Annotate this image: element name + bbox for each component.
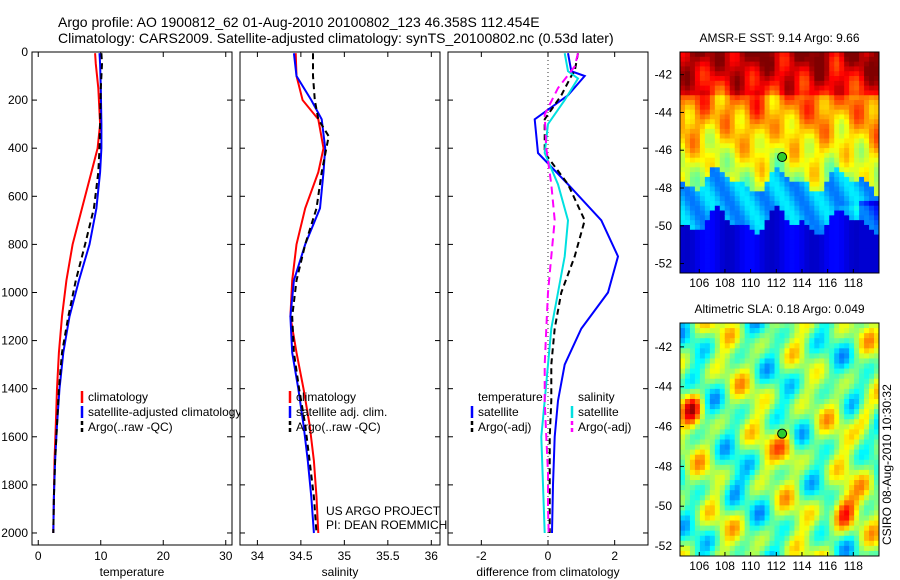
x-tick-label: 34 [251,549,265,563]
figure-title-line1: Argo profile: AO 1900812_62 01-Aug-2010 … [58,14,540,30]
series-line-1 [289,53,327,534]
series-line-2 [52,53,104,534]
x-axis-label: salinity [322,565,359,579]
x-tick-label: 35.5 [376,549,400,563]
map-panel-1: AMSR-E SST: 9.14 Argo: 9.66 106 108 110 112 1… [655,31,880,290]
profile-panel-2: -2 0 2 difference from climatology temperatu… [447,51,649,579]
project-annotation: PI: DEAN ROEMMICH [326,518,447,532]
legend-label: satellite [578,405,619,419]
lat-tick-label: -50 [655,219,673,233]
x-tick-label: 20 [157,549,171,563]
lat-tick-label: -52 [655,257,673,271]
series-line-2 [291,53,330,534]
lon-tick-label: 108 [715,559,735,573]
lat-tick-label: -44 [655,380,673,394]
series-line-2 [540,53,580,534]
lon-tick-label: 106 [689,559,709,573]
plot-frame [31,51,233,546]
x-axis-label: temperature [100,565,165,579]
map-layer: AMSR-E SST: 9.14 Argo: 9.66 106 108 110 112 1… [655,31,880,573]
lon-tick-label: 108 [715,276,735,290]
plot-frame [239,51,441,546]
map-raster [680,52,879,273]
legend-label: climatology [88,390,148,404]
x-tick-label: 0 [35,549,42,563]
legend-label: satellite adj. clim. [296,405,387,419]
legend-label: climatology [296,390,356,404]
x-tick-label: 30 [219,549,233,563]
y-tick-label: 0 [21,45,28,59]
legend-label: Argo(..raw -QC) [88,420,173,434]
lon-tick-label: 114 [792,559,811,573]
legend-label: Argo(..raw -QC) [296,420,381,434]
legend-group-title: temperature [478,390,543,404]
lon-tick-label: 114 [792,276,811,290]
x-tick-label: 36 [425,549,439,563]
float-location-marker [777,151,788,162]
x-tick-label: 2 [611,549,618,563]
lon-tick-label: 110 [741,276,760,290]
map-title: AMSR-E SST: 9.14 Argo: 9.66 [699,31,859,45]
y-tick-label: 1000 [1,285,28,299]
y-tick-label: 200 [8,93,28,107]
project-annotation: US ARGO PROJECT [326,504,441,518]
y-tick-label: 800 [8,237,28,251]
map-panel-2: Altimetric SLA: 0.18 Argo: 0.049 106 108 11… [655,302,880,573]
x-tick-label: 10 [94,549,108,563]
y-tick-label: 1800 [1,478,28,492]
legend-label: satellite [478,405,519,419]
lon-tick-label: 118 [844,276,863,290]
profile-layer: 0 10 20 30020040060080010001200140016001800… [1,45,649,579]
series-line-0 [289,53,325,534]
lon-tick-label: 112 [767,559,786,573]
lat-tick-label: -48 [655,459,673,473]
lat-tick-label: -42 [655,340,673,354]
float-location-marker [777,428,788,439]
lon-tick-label: 110 [741,559,760,573]
legend-label: satellite-adjusted climatology [88,405,241,419]
y-tick-label: 2000 [1,526,28,540]
lat-tick-label: -52 [655,539,673,553]
x-tick-label: -2 [476,549,487,563]
x-tick-label: 0 [545,549,552,563]
series-line-3 [543,52,579,534]
x-axis-label: difference from climatology [476,565,619,579]
map-frame [679,51,880,274]
lat-tick-label: -42 [655,68,673,82]
map-frame [679,322,880,557]
x-tick-label: 34.5 [289,549,313,563]
series-line-0 [533,53,620,534]
x-tick-label: 35 [338,549,352,563]
timestamp-label: CSIRO 08-Aug-2010 10:30:32 [880,384,894,545]
legend-label: Argo(-adj) [578,420,631,434]
lat-tick-label: -44 [655,105,673,119]
lon-tick-label: 106 [689,276,709,290]
lat-tick-label: -46 [655,420,673,434]
lon-tick-label: 112 [767,276,786,290]
legend-label: Argo(-adj) [478,420,531,434]
profile-panel-1: 34 34.5 35 35.5 36 salinity climatologysatelli… [239,51,447,579]
lon-tick-label: 116 [818,559,837,573]
map-raster [680,323,879,556]
lat-tick-label: -48 [655,181,673,195]
series-line-1 [543,53,586,533]
lon-tick-label: 118 [844,559,863,573]
profile-panel-0: 0 10 20 30 0 200 400 600 800 1000 1200 1400 1600 1800… [1,45,241,579]
lon-tick-label: 116 [818,276,837,290]
legend-group-title: salinity [578,390,615,404]
figure-title-line2: Climatology: CARS2009. Satellite-adjuste… [58,30,614,46]
map-title: Altimetric SLA: 0.18 Argo: 0.049 [694,302,864,316]
lat-tick-label: -50 [655,499,673,513]
lat-tick-label: -46 [655,143,673,157]
y-tick-label: 600 [8,189,28,203]
y-tick-label: 1400 [1,382,28,396]
y-tick-label: 1200 [1,334,28,348]
y-tick-label: 1600 [1,430,28,444]
y-tick-label: 400 [8,141,28,155]
